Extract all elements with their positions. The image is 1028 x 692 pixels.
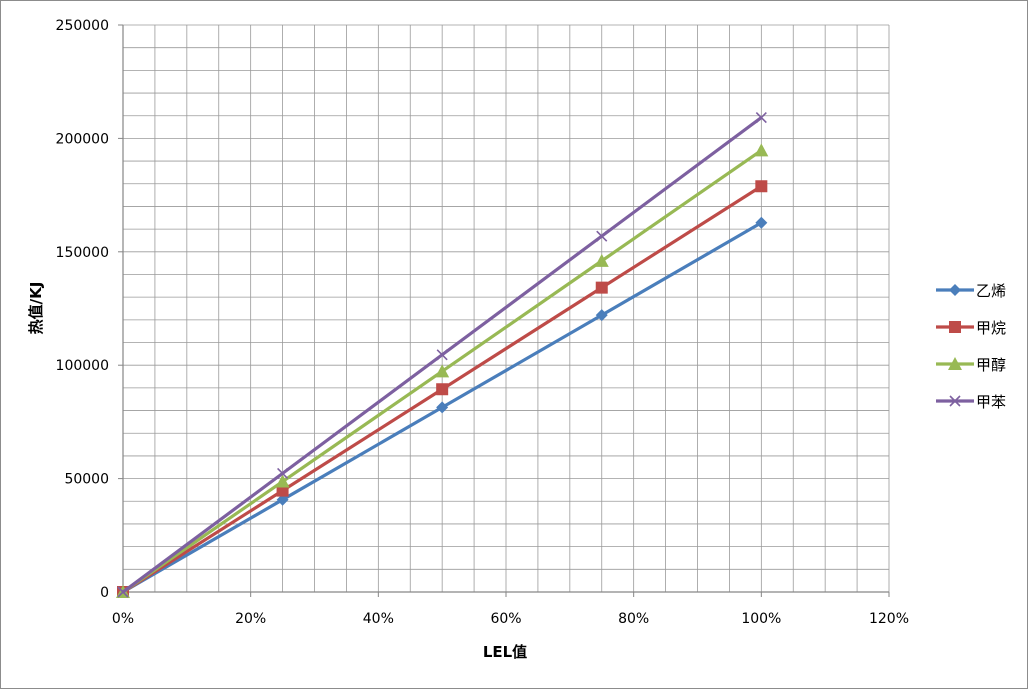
legend-marker: [948, 357, 962, 370]
legend-label: 甲烷: [976, 319, 1006, 337]
x-tick-label: 120%: [869, 611, 909, 627]
series-layer: [116, 111, 769, 598]
data-point: [276, 484, 289, 497]
legend-marker: [949, 284, 961, 296]
data-point: [275, 474, 290, 488]
data-point: [435, 364, 450, 378]
x-tick-label: 100%: [741, 611, 781, 627]
data-point: [755, 180, 768, 193]
y-tick-label: 200000: [56, 131, 109, 147]
y-tick-label: 250000: [56, 18, 109, 34]
x-tick-label: 0%: [112, 611, 134, 627]
data-point: [596, 230, 608, 242]
data-point: [277, 467, 289, 479]
data-point: [594, 253, 609, 267]
data-point: [436, 383, 449, 396]
data-point: [754, 143, 769, 157]
legend-label: 甲苯: [976, 393, 1006, 411]
legend-item: 甲苯: [936, 393, 1006, 411]
x-tick-label: 60%: [490, 611, 521, 627]
x-tick-label: 40%: [363, 611, 394, 627]
data-point: [117, 586, 129, 598]
y-tick-label: 150000: [56, 245, 109, 261]
data-point: [755, 111, 767, 124]
y-tick-label: 0: [100, 585, 109, 601]
y-axis-title: 热值/KJ: [27, 282, 45, 335]
series-3: [117, 111, 767, 598]
x-tick-label: 20%: [235, 611, 266, 627]
legend-item: 甲烷: [936, 319, 1006, 337]
x-tick-label: 80%: [618, 611, 649, 627]
axis-layer: 0 50000 100000 150000 200000 250000 0% 20% 40% 60…: [56, 18, 909, 627]
data-point: [436, 401, 449, 414]
y-tick-label: 100000: [56, 358, 109, 374]
data-point: [436, 349, 448, 361]
legend-marker: [949, 395, 961, 407]
legend-item: 乙烯: [936, 282, 1006, 300]
x-axis-title: LEL值: [483, 643, 527, 661]
legend-marker: [949, 321, 961, 333]
data-point: [595, 309, 608, 322]
legend-label: 乙烯: [976, 282, 1006, 300]
data-point: [276, 493, 289, 506]
y-tick-label: 50000: [64, 472, 109, 488]
legend-item: 甲醇: [936, 356, 1006, 374]
legend-label: 甲醇: [976, 356, 1006, 374]
data-point: [595, 281, 608, 294]
data-point: [755, 216, 768, 229]
